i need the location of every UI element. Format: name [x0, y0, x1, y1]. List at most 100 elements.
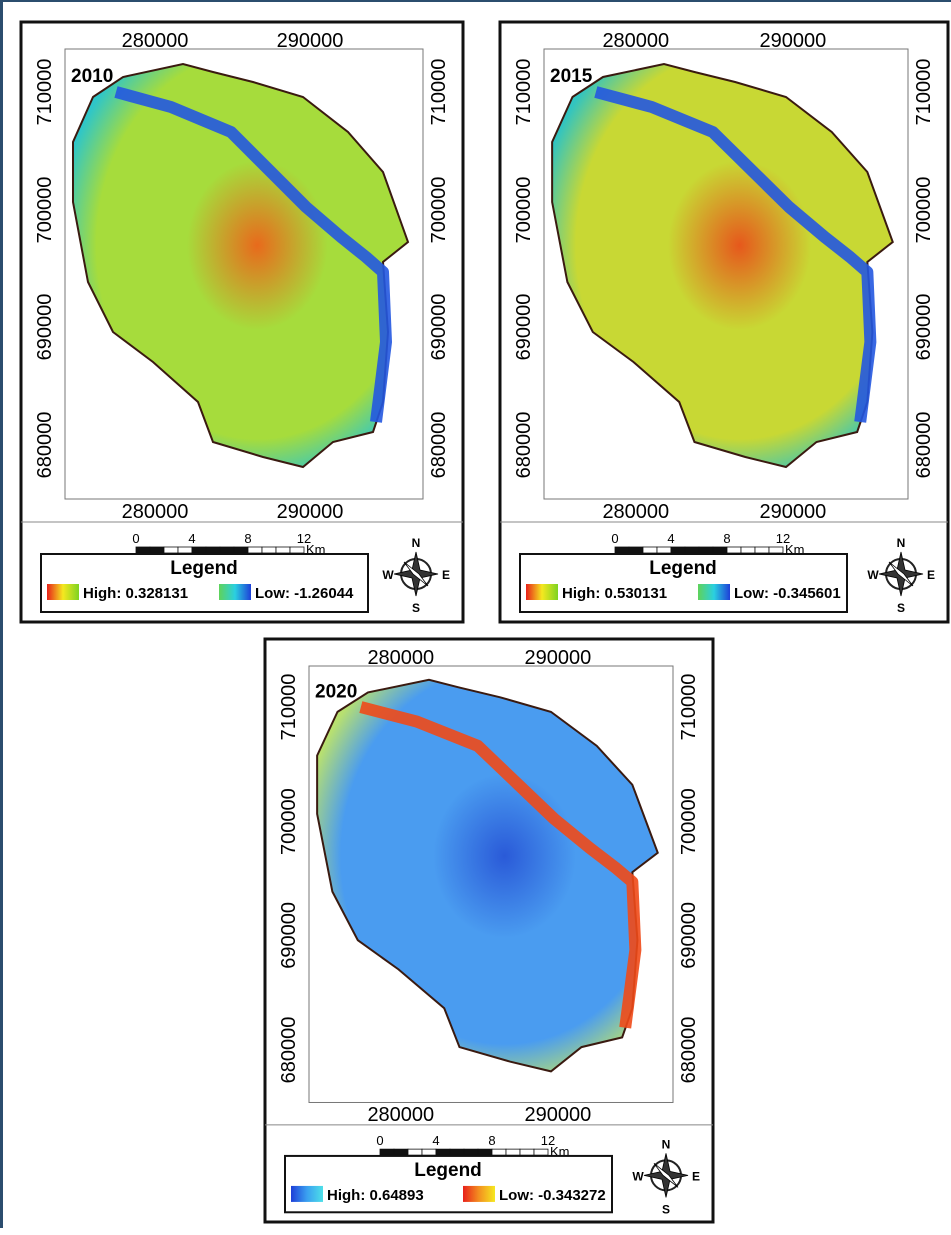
legend-title: Legend [414, 1160, 482, 1181]
scale-segment [436, 1149, 450, 1155]
map-panel: 2020 280000 280000 290000 290000 710000 710000… [265, 639, 713, 1222]
scale-segment [262, 547, 276, 553]
compass-n: N [662, 1137, 671, 1151]
y-tick-label: 690000 [678, 902, 700, 969]
y-tick-label: 700000 [278, 788, 300, 855]
compass-n: N [412, 536, 421, 550]
scale-segment [464, 1149, 478, 1155]
y-tick-label: 690000 [278, 902, 300, 969]
scale-segment [685, 547, 699, 553]
y-tick-label: 700000 [913, 177, 935, 244]
compass-w: W [867, 568, 879, 582]
compass-w: W [382, 568, 394, 582]
map-panel: 2010 280000 280000 290000 290000 710000 710000… [21, 22, 463, 622]
scale-segment [178, 547, 192, 553]
compass-e: E [927, 568, 935, 582]
x-tick-label: 280000 [122, 501, 189, 523]
legend-title: Legend [170, 558, 238, 579]
scale-segment [408, 1149, 422, 1155]
compass-s: S [412, 601, 420, 615]
scale-segment [713, 547, 727, 553]
y-tick-label: 680000 [428, 412, 450, 479]
scale-segment [290, 547, 304, 553]
legend-swatch-high [526, 584, 558, 600]
compass-s: S [897, 601, 905, 615]
scale-segment [615, 547, 629, 553]
scale-segment [520, 1149, 534, 1155]
scale-segment [164, 547, 178, 553]
y-tick-label: 710000 [678, 674, 700, 741]
x-tick-label: 280000 [602, 30, 669, 52]
scale-segment [450, 1149, 464, 1155]
legend-title: Legend [649, 558, 717, 579]
scale-segment [206, 547, 220, 553]
scale-segment [394, 1149, 408, 1155]
scale-segment [492, 1149, 506, 1155]
scale-segment [380, 1149, 394, 1155]
y-tick-label: 680000 [913, 412, 935, 479]
scale-segment [276, 547, 290, 553]
scale-label: 8 [244, 531, 251, 546]
y-tick-label: 680000 [278, 1017, 300, 1084]
legend-swatch-low [463, 1186, 495, 1202]
x-tick-label: 280000 [602, 501, 669, 523]
scale-segment [657, 547, 671, 553]
scale-label: 4 [188, 531, 195, 546]
y-tick-label: 700000 [34, 177, 56, 244]
y-tick-label: 690000 [34, 294, 56, 361]
x-tick-label: 290000 [277, 30, 344, 52]
x-tick-label: 290000 [277, 501, 344, 523]
legend-high: High: 0.530131 [562, 585, 667, 602]
x-tick-label: 290000 [760, 30, 827, 52]
y-tick-label: 710000 [34, 59, 56, 126]
scale-segment [478, 1149, 492, 1155]
scale-segment [150, 547, 164, 553]
scale-segment [769, 547, 783, 553]
x-tick-label: 280000 [367, 647, 434, 669]
x-tick-label: 290000 [525, 1104, 592, 1126]
x-tick-label: 290000 [760, 501, 827, 523]
compass-e: E [442, 568, 450, 582]
legend-low: Low: -1.26044 [255, 585, 354, 602]
y-tick-label: 680000 [34, 412, 56, 479]
scale-segment [248, 547, 262, 553]
y-tick-label: 710000 [513, 59, 535, 126]
year-label: 2010 [71, 66, 113, 87]
compass-n: N [897, 536, 906, 550]
compass-w: W [632, 1169, 644, 1183]
legend-swatch-high [47, 584, 79, 600]
scale-segment [136, 547, 150, 553]
scale-segment [755, 547, 769, 553]
year-label: 2020 [315, 681, 357, 702]
x-tick-label: 280000 [122, 30, 189, 52]
y-tick-label: 710000 [278, 674, 300, 741]
y-tick-label: 710000 [913, 59, 935, 126]
x-tick-label: 280000 [367, 1104, 434, 1126]
scale-segment [741, 547, 755, 553]
legend-low: Low: -0.343272 [499, 1187, 606, 1204]
scale-segment [506, 1149, 520, 1155]
y-tick-label: 700000 [513, 177, 535, 244]
legend-low: Low: -0.345601 [734, 585, 841, 602]
y-tick-label: 690000 [913, 294, 935, 361]
scale-segment [699, 547, 713, 553]
scale-segment [192, 547, 206, 553]
scale-label: 4 [667, 531, 674, 546]
y-tick-label: 700000 [428, 177, 450, 244]
y-tick-label: 690000 [428, 294, 450, 361]
y-tick-label: 710000 [428, 59, 450, 126]
scale-segment [220, 547, 234, 553]
compass-e: E [692, 1169, 700, 1183]
x-tick-label: 290000 [525, 647, 592, 669]
y-tick-label: 700000 [678, 788, 700, 855]
figure-frame: 2010 280000 280000 290000 290000 710000 710000… [0, 0, 951, 1228]
legend-high: High: 0.328131 [83, 585, 188, 602]
figure: 2010 280000 280000 290000 290000 710000 710000… [3, 2, 951, 1230]
scale-segment [629, 547, 643, 553]
scale-segment [534, 1149, 548, 1155]
scale-segment [643, 547, 657, 553]
scale-segment [671, 547, 685, 553]
legend-high: High: 0.64893 [327, 1187, 424, 1204]
scale-label: 0 [376, 1133, 383, 1148]
